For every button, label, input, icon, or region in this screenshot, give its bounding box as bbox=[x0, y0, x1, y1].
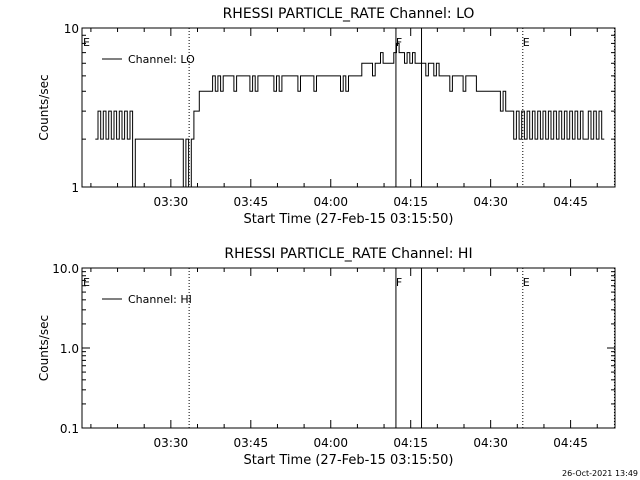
x-tick-label: 04:15 bbox=[393, 436, 428, 450]
y-axis-label: Counts/sec bbox=[37, 74, 51, 140]
x-tick-label: 03:30 bbox=[154, 436, 189, 450]
y-tick-label: 10 bbox=[64, 22, 79, 36]
y-tick-label: 1.0 bbox=[60, 342, 79, 356]
legend-label: Channel: HI bbox=[128, 293, 192, 306]
panel-lo-channel: RHESSI PARTICLE_RATE Channel: LO Counts/s… bbox=[37, 6, 616, 227]
marker-label: F bbox=[396, 36, 402, 49]
x-tick-label: 04:00 bbox=[313, 195, 348, 209]
footer-timestamp: 26-Oct-2021 13:49 bbox=[562, 469, 638, 478]
x-tick-label: 04:15 bbox=[393, 195, 428, 209]
x-tick-label: 03:30 bbox=[154, 195, 189, 209]
y-tick-label: 1 bbox=[71, 181, 79, 195]
marker-label: E bbox=[83, 36, 90, 49]
y-tick-label: 0.1 bbox=[60, 422, 79, 436]
y-tick-label: 10.0 bbox=[52, 262, 79, 276]
x-axis-label: Start Time (27-Feb-15 03:15:50) bbox=[244, 212, 454, 227]
panel-hi-channel: RHESSI PARTICLE_RATE Channel: HI Counts/s… bbox=[37, 246, 616, 468]
x-tick-label: 03:45 bbox=[234, 195, 269, 209]
x-tick-label: 04:30 bbox=[473, 436, 508, 450]
marker-label: E bbox=[83, 276, 90, 289]
plot-frame bbox=[81, 267, 616, 429]
x-tick-label: 04:45 bbox=[553, 436, 588, 450]
series-line bbox=[95, 42, 605, 188]
legend-label: Channel: LO bbox=[128, 53, 195, 66]
marker-label: E bbox=[523, 276, 530, 289]
y-axis-label: Counts/sec bbox=[37, 315, 51, 381]
x-axis-label: Start Time (27-Feb-15 03:15:50) bbox=[244, 453, 454, 468]
chart-title: RHESSI PARTICLE_RATE Channel: LO bbox=[223, 6, 475, 22]
x-tick-label: 04:00 bbox=[313, 436, 348, 450]
plot-frame bbox=[81, 27, 616, 188]
x-tick-label: 04:30 bbox=[473, 195, 508, 209]
x-tick-label: 03:45 bbox=[234, 436, 269, 450]
chart-title: RHESSI PARTICLE_RATE Channel: HI bbox=[224, 246, 472, 262]
marker-label: E bbox=[523, 36, 530, 49]
x-tick-label: 04:45 bbox=[553, 195, 588, 209]
marker-label: F bbox=[396, 276, 402, 289]
